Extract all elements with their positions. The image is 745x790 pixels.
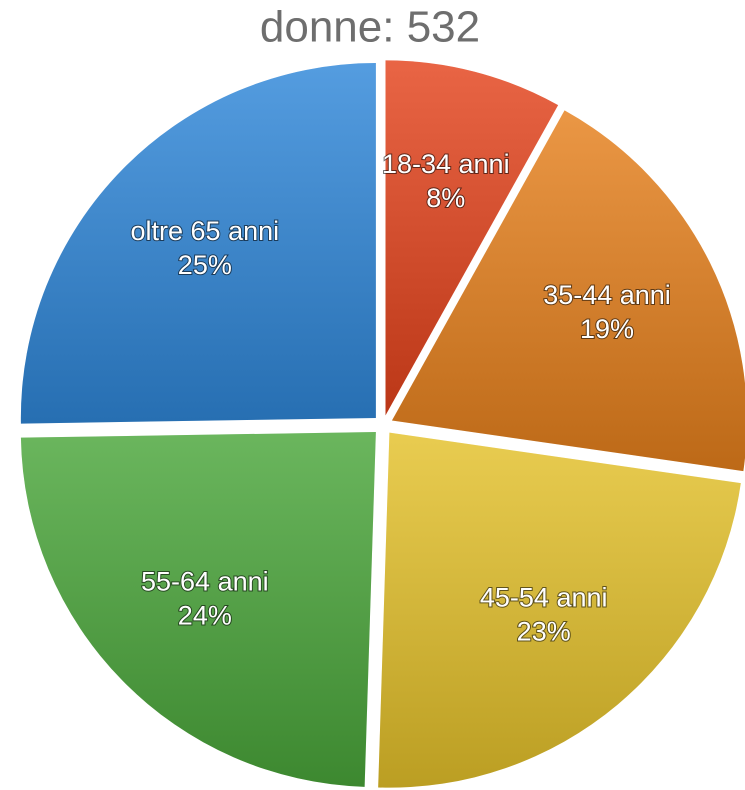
slice-label: 35-44 anni [543,280,671,310]
slice-label: 18-34 anni [382,149,510,179]
slice-value-label: 8% [426,183,465,213]
slice-value-label: 19% [580,314,634,344]
slice-label: 45-54 anni [480,583,608,613]
slice-label: oltre 65 anni [131,216,280,246]
slice-label: 55-64 anni [141,566,269,596]
slice-value-label: 23% [517,617,571,647]
chart-title: donne: 532 [260,3,480,52]
slice-value-label: 24% [178,600,232,630]
slice-value-label: 25% [178,250,232,280]
